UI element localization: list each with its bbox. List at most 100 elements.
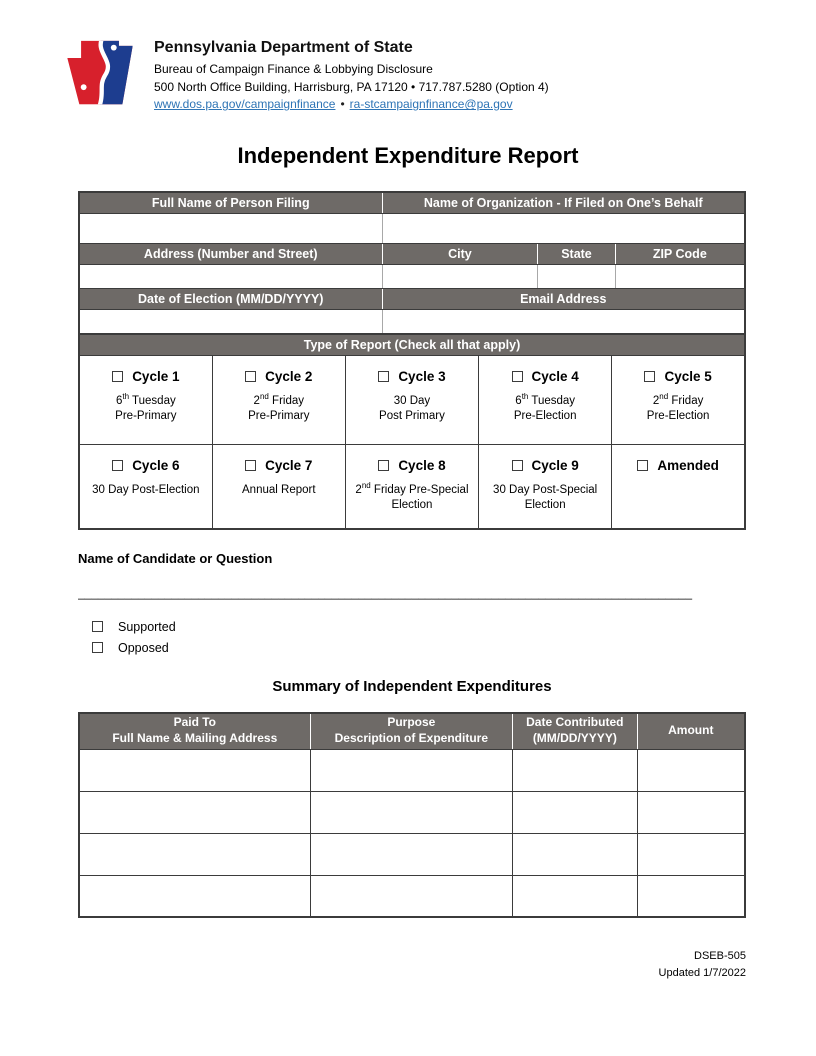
- cycle-3-checkbox[interactable]: [378, 370, 390, 382]
- amended-checkbox[interactable]: [637, 459, 649, 471]
- document-footer: DSEB-505 Updated 1/7/2022: [78, 948, 746, 981]
- summary-cell-amount[interactable]: [636, 832, 746, 876]
- cycle-5-subtitle: 2nd Friday Pre-Election: [646, 391, 710, 423]
- amended-cell: Amended: [611, 443, 746, 530]
- cycle-9-subtitle: 30 Day Post-Special Election: [493, 483, 598, 512]
- cycle-9-cell: Cycle 9 30 Day Post-Special Election: [478, 443, 613, 530]
- election-date-input[interactable]: [78, 308, 383, 335]
- candidate-fill-line[interactable]: ________________________________________…: [78, 586, 692, 600]
- bureau-name: Bureau of Campaign Finance & Lobbying Di…: [154, 62, 433, 76]
- summary-cell-paid-to[interactable]: [78, 874, 311, 918]
- summary-cell-paid-to[interactable]: [78, 790, 311, 834]
- cycle-4-cell: Cycle 4 6th Tuesday Pre-Election: [478, 354, 613, 445]
- cycle-4-label: Cycle 4: [531, 368, 579, 384]
- cycle-5-checkbox[interactable]: [644, 370, 656, 382]
- cycle-6-label: Cycle 6: [132, 457, 180, 473]
- summary-cell-date[interactable]: [512, 874, 638, 918]
- email-header: Email Address: [381, 287, 746, 310]
- cycle-6-subtitle: 30 Day Post-Election: [92, 483, 200, 496]
- cycle-2-subtitle: 2nd Friday Pre-Primary: [248, 391, 310, 423]
- cycle-9-label: Cycle 9: [531, 457, 579, 473]
- summary-cell-date[interactable]: [512, 748, 638, 792]
- cycle-3-label: Cycle 3: [398, 368, 446, 384]
- organization-input[interactable]: [381, 212, 746, 244]
- campaign-finance-link[interactable]: www.dos.pa.gov/campaignfinance: [154, 97, 336, 112]
- organization-header: Name of Organization - If Filed on One’s…: [381, 191, 746, 214]
- amended-label: Amended: [657, 457, 719, 473]
- email-input[interactable]: [381, 308, 746, 335]
- agency-links: www.dos.pa.gov/campaignfinance • ra-stcamp…: [154, 97, 549, 113]
- opposed-label: Opposed: [118, 640, 169, 655]
- summary-table: Paid To Full Name & Mailing Address Purpo…: [78, 712, 746, 918]
- cycle-6-checkbox[interactable]: [112, 459, 124, 471]
- cycle-7-label: Cycle 7: [265, 457, 313, 473]
- cycle-1-cell: Cycle 1 6th Tuesday Pre-Primary: [78, 354, 213, 445]
- cycle-1-checkbox[interactable]: [112, 370, 124, 382]
- supported-checkbox[interactable]: [92, 621, 103, 632]
- address-header: Address (Number and Street): [78, 242, 383, 265]
- cycle-8-subtitle: 2nd Friday Pre-Special Election: [355, 480, 469, 512]
- candidate-question-label: Name of Candidate or Question: [78, 551, 273, 566]
- cycle-5-label: Cycle 5: [664, 368, 712, 384]
- summary-row: [78, 790, 746, 834]
- summary-cell-paid-to[interactable]: [78, 748, 311, 792]
- paid-to-header: Paid To Full Name & Mailing Address: [78, 712, 311, 750]
- report-type-table: Type of Report (Check all that apply) Cy…: [78, 333, 746, 530]
- cycle-7-subtitle: Annual Report: [242, 483, 316, 496]
- cycle-9-checkbox[interactable]: [511, 459, 523, 471]
- date-contributed-header: Date Contributed (MM/DD/YYYY): [512, 712, 638, 750]
- letterhead: Pennsylvania Department of State Bureau …: [57, 36, 816, 116]
- cycle-3-cell: Cycle 3 30 Day Post Primary: [344, 354, 480, 445]
- summary-cell-purpose[interactable]: [309, 748, 514, 792]
- opposed-checkbox[interactable]: [92, 642, 103, 653]
- summary-cell-amount[interactable]: [636, 874, 746, 918]
- cycle-2-checkbox[interactable]: [245, 370, 257, 382]
- cycle-1-subtitle: 6th Tuesday Pre-Primary: [115, 391, 177, 423]
- summary-row: [78, 832, 746, 876]
- campaign-finance-email-link[interactable]: ra-stcampaignfinance@pa.gov: [349, 97, 513, 112]
- page-title: Independent Expenditure Report: [237, 143, 579, 168]
- cycle-7-cell: Cycle 7 Annual Report: [211, 443, 346, 530]
- cycle-6-cell: Cycle 6 30 Day Post-Election: [78, 443, 213, 530]
- cycle-4-subtitle: 6th Tuesday Pre-Election: [513, 391, 577, 423]
- filer-info-table: Full Name of Person Filing Name of Organ…: [78, 191, 746, 335]
- cycle-1-label: Cycle 1: [132, 368, 180, 384]
- election-date-header: Date of Election (MM/DD/YYYY): [78, 287, 383, 310]
- cycle-5-cell: Cycle 5 2nd Friday Pre-Election: [611, 354, 746, 445]
- zip-input[interactable]: [614, 263, 746, 289]
- full-name-input[interactable]: [78, 212, 383, 244]
- cycle-8-cell: Cycle 8 2nd Friday Pre-Special Election: [344, 443, 480, 530]
- summary-cell-purpose[interactable]: [309, 832, 514, 876]
- link-separator: •: [340, 97, 345, 112]
- full-name-header: Full Name of Person Filing: [78, 191, 383, 214]
- summary-cell-amount[interactable]: [636, 748, 746, 792]
- agency-address: 500 North Office Building, Harrisburg, P…: [154, 79, 549, 94]
- cycle-7-checkbox[interactable]: [245, 459, 257, 471]
- summary-cell-purpose[interactable]: [309, 790, 514, 834]
- zip-header: ZIP Code: [614, 242, 746, 265]
- form-updated-date: Updated 1/7/2022: [658, 966, 746, 979]
- pa-keystone-logo-icon: [67, 40, 133, 105]
- opposed-row: Opposed: [92, 637, 746, 658]
- form-content: Full Name of Person Filing Name of Organ…: [78, 191, 746, 918]
- summary-cell-amount[interactable]: [636, 790, 746, 834]
- address-input[interactable]: [78, 263, 383, 289]
- cycle-4-checkbox[interactable]: [511, 370, 523, 382]
- support-oppose-group: Supported Opposed: [92, 616, 746, 658]
- cycle-3-subtitle: 30 Day Post Primary: [379, 394, 445, 423]
- form-number: DSEB-505: [694, 950, 746, 962]
- summary-cell-paid-to[interactable]: [78, 832, 311, 876]
- summary-cell-date[interactable]: [512, 832, 638, 876]
- summary-row: [78, 874, 746, 918]
- cycle-2-cell: Cycle 2 2nd Friday Pre-Primary: [211, 354, 346, 445]
- supported-row: Supported: [92, 616, 746, 637]
- purpose-header: Purpose Description of Expenditure: [309, 712, 514, 750]
- summary-cell-date[interactable]: [512, 790, 638, 834]
- cycle-2-label: Cycle 2: [265, 368, 313, 384]
- cycle-8-checkbox[interactable]: [378, 459, 390, 471]
- summary-cell-purpose[interactable]: [309, 874, 514, 918]
- state-input[interactable]: [537, 263, 616, 289]
- city-input[interactable]: [381, 263, 539, 289]
- report-type-header: Type of Report (Check all that apply): [78, 333, 746, 356]
